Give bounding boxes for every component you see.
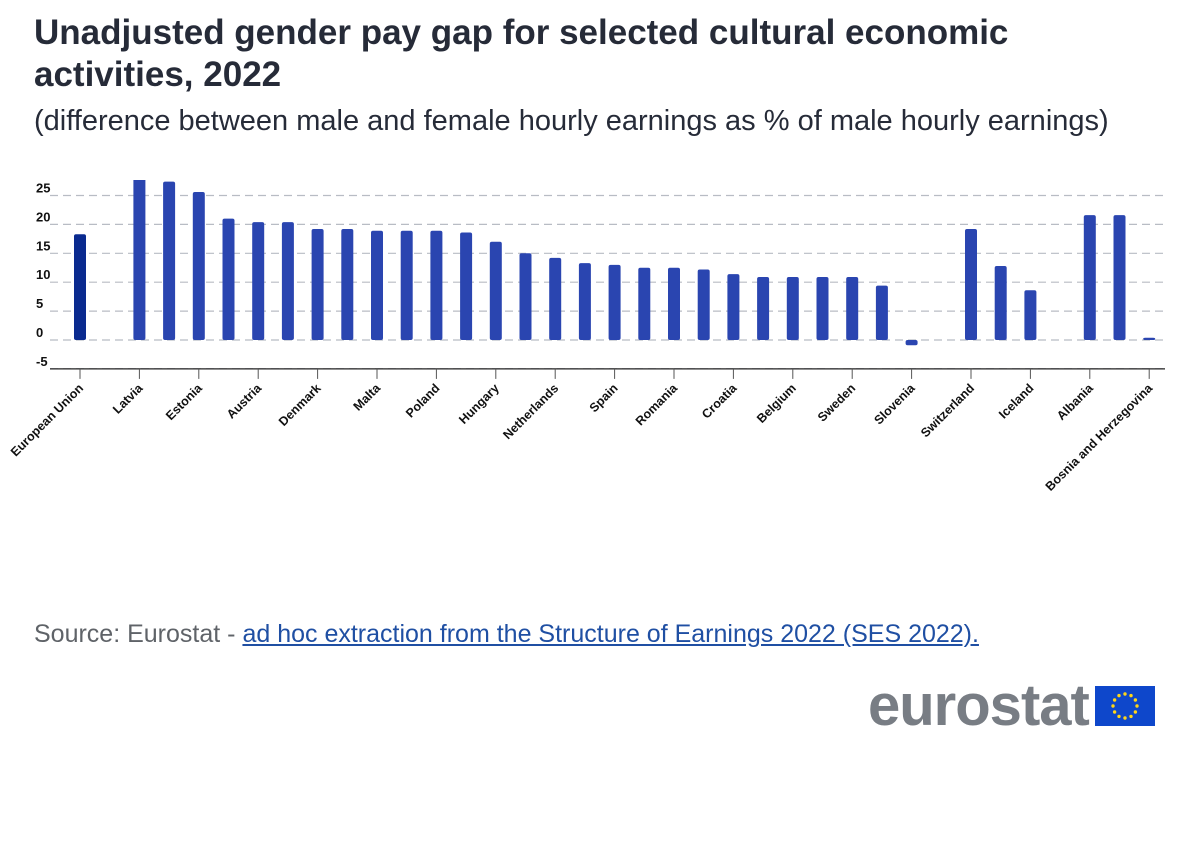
x-tick-label: Croatia: [699, 380, 740, 421]
bar-bosnia-and-herzegovina[interactable]: [1143, 337, 1156, 340]
bar-czechia[interactable]: [281, 222, 294, 340]
x-tick-label: Austria: [224, 380, 265, 421]
eurostat-logo[interactable]: eurostat: [868, 673, 1155, 738]
x-tick-label: Belgium: [754, 381, 799, 426]
bars: [74, 180, 1156, 346]
bar-croatia[interactable]: [727, 274, 740, 340]
flag-star: [1133, 698, 1137, 702]
bar-hungary[interactable]: [489, 241, 502, 340]
flag-star: [1112, 710, 1117, 714]
chart-title: Unadjusted gender pay gap for selected c…: [34, 13, 1009, 94]
bar-serbia[interactable]: [1113, 215, 1126, 340]
bar-france[interactable]: [638, 267, 651, 340]
bar-latvia[interactable]: [133, 180, 146, 340]
flag-star: [1133, 710, 1137, 714]
x-tick-label: Malta: [351, 380, 384, 413]
x-tick-label: European Union: [8, 381, 86, 459]
x-tick-label: Denmark: [276, 381, 324, 429]
bar-cyprus[interactable]: [460, 232, 473, 340]
bar-slovenia[interactable]: [905, 340, 918, 346]
bar-belgium[interactable]: [786, 276, 799, 340]
x-tick-label: Netherlands: [500, 381, 561, 442]
chart-subtitle: (difference between male and female hour…: [34, 105, 1109, 137]
bar-italy[interactable]: [875, 285, 888, 340]
x-tick-label: Romania: [633, 380, 681, 428]
x-tick-label: Spain: [587, 381, 621, 415]
bar-finland[interactable]: [400, 230, 413, 340]
flag-star: [1117, 693, 1121, 698]
flag-star: [1123, 692, 1127, 696]
x-tick-label: Latvia: [110, 380, 146, 416]
eu-flag-icon: [1094, 686, 1155, 726]
bar-slovakia[interactable]: [341, 229, 354, 340]
x-tick-label: Poland: [403, 381, 442, 420]
x-tick-label: Sweden: [815, 381, 858, 424]
x-tick-label: Slovenia: [871, 380, 918, 427]
bar-norway[interactable]: [994, 266, 1007, 340]
flag-star: [1112, 698, 1117, 702]
bar-malta[interactable]: [371, 230, 383, 340]
y-tick-label: 15: [36, 238, 50, 253]
bar-portugal[interactable]: [578, 263, 591, 340]
bar-germany[interactable]: [222, 218, 235, 340]
y-tick-label: 20: [36, 209, 50, 224]
source-prefix: Source: Eurostat -: [34, 620, 243, 648]
flag-star: [1129, 714, 1133, 719]
bar-austria[interactable]: [252, 222, 265, 340]
x-tick-label: Switzerland: [918, 381, 977, 440]
bar-greece[interactable]: [697, 269, 710, 340]
logo-wordmark: eurostat: [868, 673, 1090, 738]
x-tick-label: Hungary: [456, 381, 502, 427]
x-tick-label: Iceland: [996, 381, 1036, 421]
y-tick-label: -5: [36, 354, 48, 369]
source-note: Source: Eurostat - ad hoc extraction fro…: [34, 620, 979, 649]
bar-luxembourg[interactable]: [757, 276, 770, 340]
bar-bulgaria[interactable]: [519, 253, 532, 340]
flag-star: [1123, 716, 1127, 720]
y-axis-ticks: -5 0 5 10 15 20 25: [36, 181, 50, 369]
bar-romania[interactable]: [668, 267, 680, 340]
bar-lithuania[interactable]: [163, 181, 176, 340]
bar-denmark[interactable]: [311, 229, 324, 340]
y-tick-label: 10: [36, 267, 50, 282]
y-tick-label: 5: [36, 296, 43, 311]
flag-star: [1129, 693, 1133, 698]
flag-star: [1117, 714, 1121, 719]
bar-european-union[interactable]: [74, 234, 86, 340]
bar-sweden[interactable]: [846, 276, 859, 340]
bar-netherlands[interactable]: [549, 257, 562, 340]
y-tick-label: 0: [36, 325, 43, 340]
bar-chart: -5 0 5 10 15 20 25 European Union Latvia Estonia…: [8, 180, 1165, 494]
y-tick-label: 25: [36, 181, 50, 196]
x-tick-label: Estonia: [163, 380, 206, 423]
bar-ireland[interactable]: [816, 276, 829, 340]
gridlines: [50, 194, 1165, 370]
bar-poland[interactable]: [430, 230, 443, 340]
bar-estonia[interactable]: [192, 192, 205, 340]
flag-star: [1135, 704, 1139, 708]
bar-spain[interactable]: [608, 264, 621, 340]
x-tick-label: Bosnia and Herzegovina: [1043, 380, 1156, 493]
flag-star: [1111, 704, 1115, 708]
bar-albania[interactable]: [1083, 215, 1096, 340]
x-tick-label: Albania: [1054, 380, 1097, 423]
source-link[interactable]: ad hoc extraction from the Structure of …: [242, 620, 979, 648]
x-axis-ticks: European Union Latvia Estonia Austria Denmar…: [8, 368, 1156, 494]
bar-switzerland[interactable]: [965, 229, 977, 340]
bar-iceland[interactable]: [1024, 290, 1037, 340]
